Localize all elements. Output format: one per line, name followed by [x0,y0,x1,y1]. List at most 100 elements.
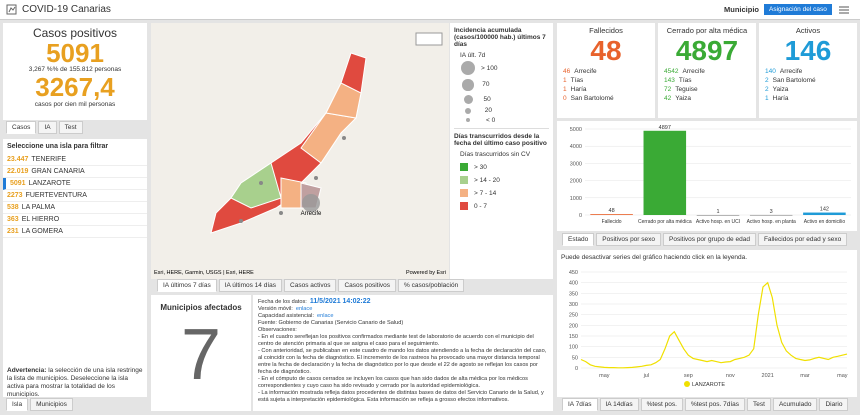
island-row[interactable]: 363 EL HIERRO [3,214,147,226]
row-name: Arrecife [682,68,705,75]
tab[interactable]: Test [58,121,83,134]
island-row[interactable]: 23.447 TENERIFE [3,154,147,166]
island-row[interactable]: 5091 LANZAROTE [3,178,147,190]
island-name: TENERIFE [31,156,67,163]
total-cases: 5091 [46,38,104,68]
place-label: Arrecife [301,211,322,217]
tab[interactable]: Estado [562,233,595,246]
map-panel: Arrecife Esri, HERE, Garmin, USGS | Esri… [151,23,449,279]
ia-circle [342,136,346,140]
islands-list: 23.447 TENERIFE 22.019 GRAN CANARIA 5091 LANZ… [3,154,147,238]
header: COVID-19 Canarias Municipio Asignación d… [0,0,860,20]
line-panel: Puede desactivar series del gráfico haci… [557,250,857,397]
row-value: 2 [765,86,769,93]
map-controls[interactable] [415,32,443,46]
days-legend: > 30 > 14 - 20 > 7 - 14 0 - 7 [454,163,549,210]
row-value: 4542 [664,68,679,75]
field-value[interactable]: enlace [295,306,313,312]
row-value: 1 [563,77,567,84]
assign-button[interactable]: Asignación del caso [764,4,832,15]
tab[interactable]: IA 14días [599,398,639,411]
legend-panel: Incidencia acumulada (casos/100000 hab.)… [450,23,553,279]
tab[interactable]: IA 7días [562,398,598,411]
tab[interactable]: Diario [819,398,849,411]
field-value[interactable]: enlace [316,313,334,319]
legend-row: 50 [454,93,549,106]
indicator-value: 4897 [675,35,739,66]
tab[interactable]: Test [747,398,771,411]
tab[interactable]: Acumulado [772,398,818,411]
note-field: Versión móvil: enlace [258,306,548,313]
tab[interactable]: Fallecidos por edad y sexo [757,233,848,246]
warning: Advertencia: la selección de una isla re… [7,367,145,397]
island-value: 2273 [7,192,23,199]
indicator-panel: Cerrado por alta médica 4897 4542 Arrecife 1… [658,23,756,118]
tab[interactable]: Positivos por grupo de edad [663,233,756,246]
y-tick-label: 3000 [570,161,582,167]
island-value: 23.447 [7,156,29,163]
indicator-row: 2 San Bartolomé [759,76,857,85]
tab[interactable]: Positivos por sexo [596,233,661,246]
y-tick-label: 400 [569,281,578,287]
tab[interactable]: Casos activos [284,279,337,292]
tab[interactable]: % casos/población [398,279,465,292]
row-value: 2 [765,77,769,84]
y-tick-label: 4000 [570,144,582,150]
warning-title: Advertencia: [7,367,47,374]
tab[interactable]: IA últimos 7 días [157,279,217,292]
island-row[interactable]: 22.019 GRAN CANARIA [3,166,147,178]
legend-label[interactable]: LANZAROTE [692,382,725,388]
legend-swatch [460,176,468,184]
legend-circle [466,118,470,122]
indicator-value: 48 [590,35,622,66]
x-tick-label: nov [726,373,735,379]
tab[interactable]: Casos positivos [338,279,397,292]
y-tick-label: 2000 [570,179,582,185]
line-tabs: IA 7días IA 14días %test pos. %test pos. 7d… [562,398,849,411]
legend-subtitle: IA últ. 7d [460,52,486,59]
x-tick-label: jul [643,373,650,379]
x-tick-label: Activo en domicilio [804,219,846,225]
tab[interactable]: Casos [6,121,37,134]
legend-title: Días transcurridos desde la fecha del úl… [454,128,549,147]
row-name: Tías [570,77,584,84]
y-tick-label: 0 [579,213,582,219]
casos-tabs: Casos IA Test [6,121,83,134]
island-row[interactable]: 2273 FUERTEVENTURA [3,190,147,202]
legend-label: > 30 [474,163,487,171]
ia-circle [239,219,243,223]
tab[interactable]: %test pos. 7días [684,398,746,411]
row-name: San Bartolomé [772,77,816,84]
tab[interactable]: IA últimos 14 días [218,279,283,292]
islands-title: Seleccione una isla para filtrar [7,143,109,150]
obs-title: Observaciones: [258,327,297,333]
value-label: 1 [716,209,719,215]
y-tick-label: 150 [569,334,578,340]
island-row[interactable]: 538 LA PALMA [3,202,147,214]
field-label: Versión móvil: [258,306,293,312]
map-tabs: IA últimos 7 días IA últimos 14 días Casos… [157,279,465,292]
indicator-title: Activos [795,26,821,35]
map-region [230,162,282,209]
tab[interactable]: %test pos. [640,398,683,411]
x-tick-label: sep [684,373,693,379]
observation: - En el cuadro sereflejan los positivos … [258,334,534,347]
tab[interactable]: Municipios [30,398,73,411]
indicator-title: Fallecidos [589,26,623,35]
tab[interactable]: Isla [6,398,29,411]
app-icon [6,4,17,15]
field-label: Fecha de los datos: [258,299,307,305]
field-label: Capacidad asistencial: [258,313,314,319]
tab[interactable]: IA [38,121,57,134]
indicator-row: 140 Arrecife [759,67,857,76]
y-tick-label: 250 [569,313,578,319]
indicator-row: 0 San Bartolomé [557,94,655,103]
indicator-row: 1 Haría [759,94,857,103]
row-value: 140 [765,68,776,75]
legend-marker[interactable] [684,381,690,387]
indicator-row: 143 Tías [658,76,756,85]
menu-icon[interactable] [838,5,850,15]
island-row[interactable]: 231 LA GOMERA [3,226,147,238]
y-tick-label: 50 [572,355,578,361]
